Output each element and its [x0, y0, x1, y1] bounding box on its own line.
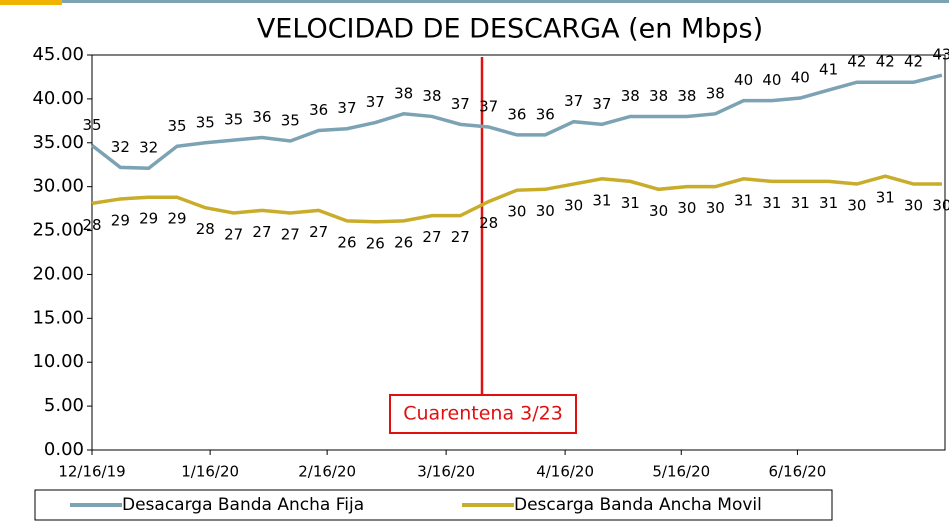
data-label: 30: [677, 199, 696, 217]
data-label: 26: [394, 233, 413, 251]
data-label: 27: [422, 228, 441, 246]
y-tick-label: 20.00: [32, 263, 84, 284]
data-label: 40: [762, 71, 781, 89]
data-label: 26: [366, 234, 385, 252]
data-label: 35: [196, 113, 215, 131]
data-label: 32: [139, 139, 158, 157]
data-label: 31: [592, 191, 611, 209]
data-label: 38: [621, 87, 640, 105]
data-label: 31: [819, 194, 838, 212]
corner-accent: [0, 0, 62, 5]
data-label: 37: [337, 99, 356, 117]
data-label: 30: [649, 202, 668, 220]
x-tick-label: 2/16/20: [298, 463, 356, 481]
data-label: 28: [479, 214, 498, 232]
data-label: 35: [224, 111, 243, 129]
data-label: 31: [734, 191, 753, 209]
data-label: 26: [337, 233, 356, 251]
annotation: Cuarentena 3/23: [403, 403, 563, 425]
data-label: 27: [451, 228, 470, 246]
data-label: 38: [394, 84, 413, 102]
data-label: 28: [196, 220, 215, 238]
y-tick-label: 35.00: [32, 132, 84, 153]
plot-frame: [91, 54, 946, 451]
legend-label: Desacarga Banda Ancha Fija: [122, 495, 364, 515]
data-label: 38: [649, 87, 668, 105]
data-label: 43: [932, 46, 949, 64]
data-label: 30: [536, 202, 555, 220]
legend: [34, 489, 833, 521]
y-tick-label: 15.00: [32, 307, 84, 328]
data-label: 38: [677, 87, 696, 105]
top-rule: [62, 0, 949, 3]
data-label: 28: [82, 216, 101, 234]
y-tick-label: 10.00: [32, 351, 84, 372]
data-label: 30: [932, 197, 949, 215]
data-label: 36: [252, 108, 271, 126]
data-label: 27: [309, 223, 328, 241]
data-label: 30: [706, 199, 725, 217]
data-label: 30: [564, 197, 583, 215]
data-label: 35: [82, 116, 101, 134]
data-label: 29: [167, 210, 186, 228]
x-tick-label: 3/16/20: [417, 463, 475, 481]
data-label: 30: [847, 197, 866, 215]
series-line: [90, 73, 943, 171]
data-label: 37: [479, 97, 498, 115]
data-label: 29: [139, 210, 158, 228]
legend-label: Descarga Banda Ancha Movil: [514, 495, 762, 515]
data-label: 32: [111, 138, 130, 156]
x-tick-label: 1/16/20: [181, 463, 239, 481]
series-line: [91, 174, 942, 224]
data-label: 40: [791, 69, 810, 87]
data-label: 35: [281, 112, 300, 130]
data-label: 31: [762, 194, 781, 212]
data-label: 38: [706, 84, 725, 102]
data-label: 42: [876, 53, 895, 71]
data-label: 30: [904, 197, 923, 215]
data-label: 29: [111, 211, 130, 229]
data-label: 36: [309, 101, 328, 119]
data-label: 37: [451, 95, 470, 113]
y-tick-label: 40.00: [32, 88, 84, 109]
data-label: 37: [592, 95, 611, 113]
data-label: 37: [366, 93, 385, 111]
data-label: 31: [791, 194, 810, 212]
y-tick-label: 0.00: [44, 439, 84, 460]
chart-title: VELOCIDAD DE DESCARGA (en Mbps): [257, 14, 763, 45]
annotation-box: [389, 394, 577, 434]
x-tick-label: 5/16/20: [652, 463, 710, 481]
data-label: 38: [422, 87, 441, 105]
data-label: 31: [876, 189, 895, 207]
data-label: 37: [564, 92, 583, 110]
data-label: 30: [507, 203, 526, 221]
x-tick-label: 6/16/20: [769, 463, 827, 481]
x-tick-label: 12/16/19: [58, 463, 125, 481]
data-label: 42: [847, 53, 866, 71]
data-label: 27: [252, 223, 271, 241]
data-label: 35: [167, 117, 186, 135]
y-tick-label: 25.00: [32, 220, 84, 241]
data-label: 40: [734, 71, 753, 89]
data-label: 36: [507, 105, 526, 123]
y-tick-label: 30.00: [32, 176, 84, 197]
y-tick-label: 45.00: [32, 44, 84, 65]
data-label: 42: [904, 53, 923, 71]
data-label: 31: [621, 194, 640, 212]
y-tick-label: 5.00: [44, 395, 84, 416]
x-tick-label: 4/16/20: [536, 463, 594, 481]
data-label: 27: [224, 226, 243, 244]
data-label: 36: [536, 105, 555, 123]
data-label: 41: [819, 61, 838, 79]
data-label: 27: [281, 226, 300, 244]
